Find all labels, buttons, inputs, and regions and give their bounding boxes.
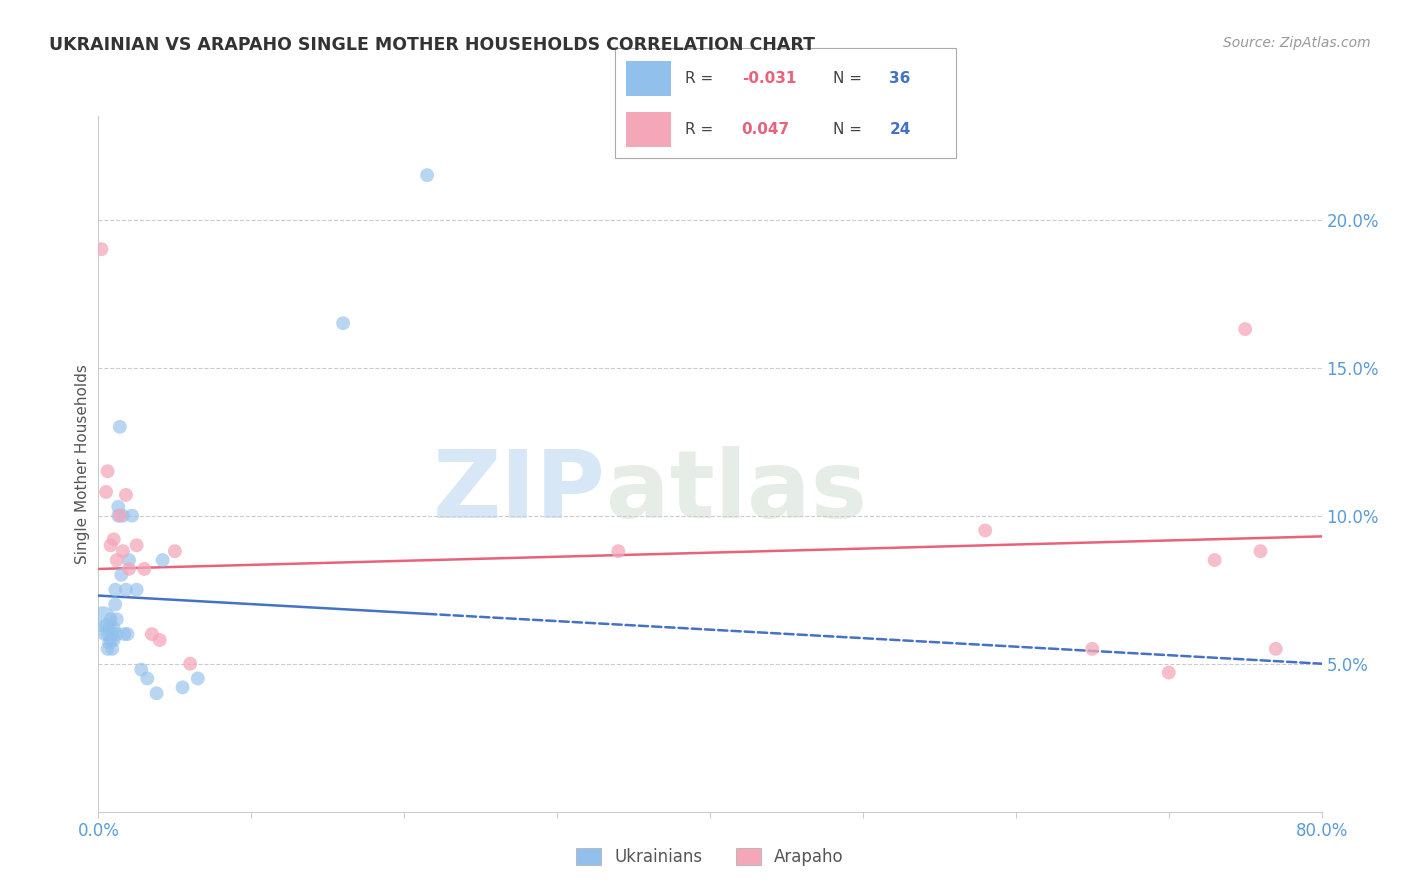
Text: 36: 36: [890, 70, 911, 86]
Point: [1157, 665, 1180, 680]
Point: [107, 500, 129, 514]
Point: [149, 632, 172, 647]
Point: [416, 168, 439, 182]
Point: [104, 598, 127, 612]
Point: [136, 672, 159, 686]
Point: [97, 627, 120, 641]
Point: [108, 508, 131, 523]
Point: [103, 632, 125, 647]
Point: [98, 636, 121, 650]
Point: [121, 508, 143, 523]
Text: ZIP: ZIP: [433, 446, 606, 538]
Point: [100, 538, 122, 552]
Point: [108, 420, 131, 434]
Point: [97, 641, 120, 656]
Point: [141, 627, 163, 641]
Point: [98, 621, 121, 635]
Point: [104, 582, 127, 597]
Point: [112, 627, 135, 641]
Point: [172, 681, 194, 695]
Y-axis label: Single Mother Households: Single Mother Households: [75, 364, 90, 564]
Point: [100, 632, 122, 647]
Point: [105, 612, 128, 626]
Point: [974, 524, 997, 538]
Point: [103, 533, 125, 547]
Point: [1234, 322, 1257, 336]
Text: R =: R =: [686, 70, 714, 86]
Point: [105, 627, 128, 641]
Point: [91, 612, 114, 626]
Point: [111, 544, 134, 558]
Bar: [626, 112, 672, 146]
Point: [101, 641, 124, 656]
Text: N =: N =: [832, 70, 862, 86]
Point: [94, 618, 117, 632]
Text: 0.047: 0.047: [742, 121, 790, 136]
Legend: Ukrainians, Arapaho: Ukrainians, Arapaho: [569, 841, 851, 873]
FancyBboxPatch shape: [616, 48, 956, 158]
Point: [145, 686, 167, 700]
Point: [179, 657, 201, 671]
Text: UKRAINIAN VS ARAPAHO SINGLE MOTHER HOUSEHOLDS CORRELATION CHART: UKRAINIAN VS ARAPAHO SINGLE MOTHER HOUSE…: [49, 36, 815, 54]
Point: [103, 621, 125, 635]
Text: 24: 24: [890, 121, 911, 136]
Text: R =: R =: [686, 121, 714, 136]
Text: Source: ZipAtlas.com: Source: ZipAtlas.com: [1223, 36, 1371, 50]
Point: [115, 488, 138, 502]
Text: N =: N =: [832, 121, 862, 136]
Point: [607, 544, 630, 558]
Text: -0.031: -0.031: [742, 70, 796, 86]
Point: [1081, 641, 1104, 656]
Point: [90, 242, 112, 256]
Point: [94, 485, 117, 500]
Point: [1204, 553, 1226, 567]
Point: [163, 544, 186, 558]
Point: [117, 627, 139, 641]
Point: [93, 627, 115, 641]
Point: [1249, 544, 1271, 558]
Point: [152, 553, 174, 567]
Point: [110, 567, 132, 582]
Point: [1264, 641, 1286, 656]
Point: [118, 553, 141, 567]
Point: [105, 553, 128, 567]
Point: [134, 562, 156, 576]
Point: [97, 464, 120, 478]
Point: [125, 538, 148, 552]
Point: [115, 582, 138, 597]
Point: [187, 672, 209, 686]
Point: [107, 508, 129, 523]
Point: [111, 508, 134, 523]
Point: [129, 663, 152, 677]
Point: [100, 612, 122, 626]
Point: [118, 562, 141, 576]
Point: [101, 627, 124, 641]
Point: [332, 316, 354, 330]
Bar: [626, 61, 672, 95]
Text: atlas: atlas: [606, 446, 868, 538]
Point: [125, 582, 148, 597]
